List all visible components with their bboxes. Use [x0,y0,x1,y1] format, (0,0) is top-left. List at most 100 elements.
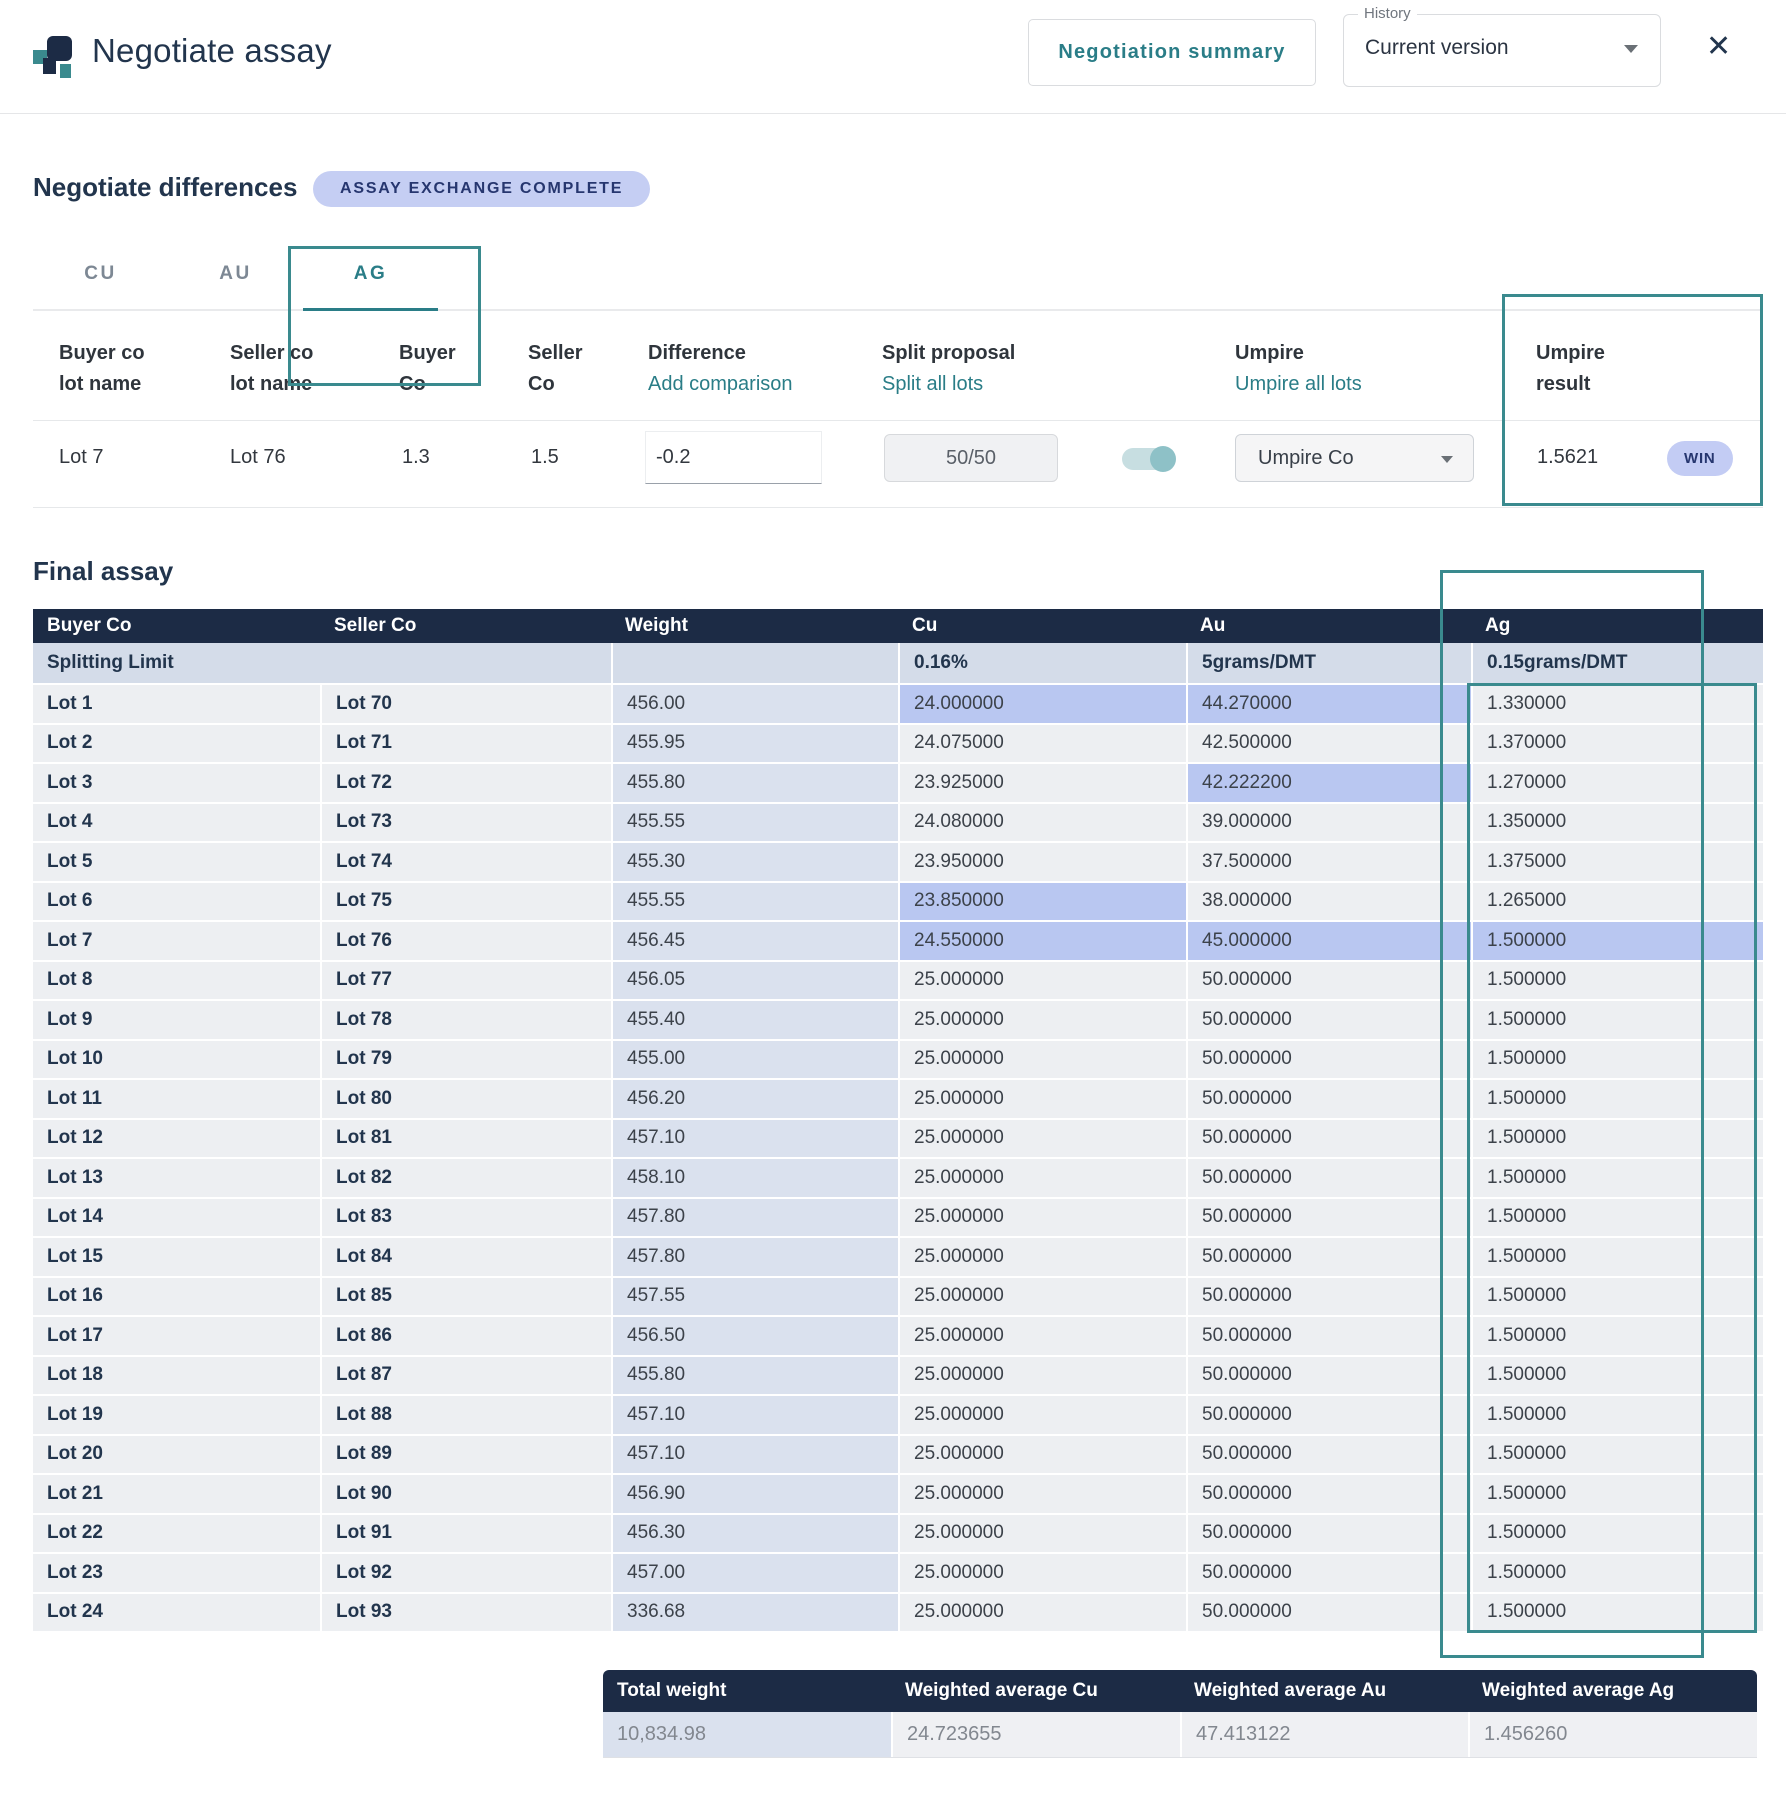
col-header-seller-co: Seller Co [528,342,583,395]
table-row: Lot 2 Lot 71 455.95 24.075000 42.500000 1.370… [33,724,1763,762]
cell-au: 39.000000 [1186,803,1471,841]
split-proposal-button[interactable]: 50/50 [884,434,1058,482]
cell-cu: 24.000000 [898,685,1186,723]
cell-cu: 23.850000 [898,882,1186,920]
split-all-lots-link[interactable]: Split all lots [882,373,984,395]
col-weight: Weight [625,615,688,636]
cell-ag: 1.375000 [1471,843,1763,881]
cell-ag: 1.500000 [1471,1396,1763,1434]
cell-ag: 1.330000 [1471,685,1763,723]
cell-au: 45.000000 [1186,922,1471,960]
history-version-select[interactable]: History Current version [1343,5,1661,87]
cell-weight: 455.30 [611,843,898,881]
cell-buyer: Lot 6 [33,882,320,920]
table-row: Lot 13 Lot 82 458.10 25.000000 50.000000 1.50… [33,1159,1763,1197]
chevron-down-icon [1624,45,1638,53]
total-weight-value: 10,834.98 [603,1712,891,1757]
cell-ag: 1.265000 [1471,882,1763,920]
cell-buyer: Lot 14 [33,1198,320,1236]
wavg-cu-header: Weighted average Cu [905,1680,1098,1701]
cell-seller: Lot 74 [320,843,611,881]
umpire-co-select[interactable]: Umpire Co [1235,434,1474,482]
diff-header-divider [33,420,1763,421]
umpire-all-lots-link[interactable]: Umpire all lots [1235,373,1362,395]
cell-au: 50.000000 [1186,1119,1471,1157]
cell-ag: 1.500000 [1471,1198,1763,1236]
cell-weight: 455.55 [611,803,898,841]
table-row: Lot 18 Lot 87 455.80 25.000000 50.000000 1.50… [33,1356,1763,1394]
tab-cu[interactable]: CU [84,263,117,284]
cell-au: 50.000000 [1186,1396,1471,1434]
cell-seller: Lot 87 [320,1356,611,1394]
split-toggle[interactable] [1120,446,1176,472]
diff-buyer-lot: Lot 7 [59,446,104,468]
add-comparison-link[interactable]: Add comparison [648,373,793,395]
splitting-limit-weight [611,643,898,683]
wavg-cu-value: 24.723655 [891,1712,1180,1757]
cell-seller: Lot 71 [320,724,611,762]
cell-seller: Lot 89 [320,1435,611,1473]
cell-buyer: Lot 2 [33,724,320,762]
totals-values-row: 10,834.98 24.723655 47.413122 1.456260 [603,1712,1757,1758]
cell-au: 44.270000 [1186,685,1471,723]
table-row: Lot 24 Lot 93 336.68 25.000000 50.000000 1.50… [33,1593,1763,1631]
table-row: Lot 3 Lot 72 455.80 23.925000 42.222200 1.270… [33,764,1763,802]
table-row: Lot 20 Lot 89 457.10 25.000000 50.000000 1.50… [33,1435,1763,1473]
cell-ag: 1.500000 [1471,1475,1763,1513]
cell-seller: Lot 79 [320,1040,611,1078]
cell-weight: 457.80 [611,1238,898,1276]
close-icon[interactable]: ✕ [1706,30,1732,63]
cell-buyer: Lot 17 [33,1317,320,1355]
final-assay-header-row: Buyer Co Seller Co Weight Cu Au Ag [33,609,1763,643]
totals-header-row: Total weight Weighted average Cu Weighte… [603,1670,1757,1712]
cell-cu: 25.000000 [898,961,1186,999]
col-header-buyer-lot: Buyer co lot name [59,342,145,395]
table-row: Lot 16 Lot 85 457.55 25.000000 50.000000 1.50… [33,1277,1763,1315]
cell-cu: 25.000000 [898,1435,1186,1473]
cell-buyer: Lot 19 [33,1396,320,1434]
cell-buyer: Lot 12 [33,1119,320,1157]
cell-weight: 456.90 [611,1475,898,1513]
negotiation-summary-button[interactable]: Negotiation summary [1028,19,1316,86]
col-header-buyer-co: Buyer Co [399,342,456,395]
cell-weight: 455.55 [611,882,898,920]
diff-seller-lot: Lot 76 [230,446,286,468]
active-tab-indicator [303,308,438,311]
col-header-umpire-result: Umpire result [1536,342,1605,395]
cell-weight: 456.05 [611,961,898,999]
app-logo-icon [33,30,79,80]
cell-seller: Lot 81 [320,1119,611,1157]
diff-seller-value: 1.5 [531,446,559,468]
table-row: Lot 22 Lot 91 456.30 25.000000 50.000000 1.50… [33,1514,1763,1552]
cell-au: 50.000000 [1186,1080,1471,1118]
section-title-final-assay: Final assay [33,556,174,586]
cell-seller: Lot 90 [320,1475,611,1513]
cell-buyer: Lot 11 [33,1080,320,1118]
cell-buyer: Lot 18 [33,1356,320,1394]
cell-ag: 1.500000 [1471,1317,1763,1355]
cell-weight: 456.00 [611,685,898,723]
table-row: Lot 7 Lot 76 456.45 24.550000 45.000000 1.500… [33,922,1763,960]
cell-weight: 455.80 [611,764,898,802]
cell-buyer: Lot 22 [33,1514,320,1552]
cell-weight: 455.95 [611,724,898,762]
cell-buyer: Lot 24 [33,1593,320,1631]
totals-table: Total weight Weighted average Cu Weighte… [603,1670,1757,1758]
wavg-ag-header: Weighted average Ag [1482,1680,1675,1701]
cell-seller: Lot 86 [320,1317,611,1355]
cell-seller: Lot 83 [320,1198,611,1236]
table-row: Lot 15 Lot 84 457.80 25.000000 50.000000 1.50… [33,1238,1763,1276]
cell-au: 50.000000 [1186,1356,1471,1394]
tab-ag[interactable]: AG [353,263,388,284]
cell-seller: Lot 78 [320,1001,611,1039]
cell-cu: 25.000000 [898,1475,1186,1513]
difference-input[interactable]: -0.2 [645,431,822,484]
cell-buyer: Lot 21 [33,1475,320,1513]
col-au: Au [1200,615,1226,636]
cell-weight: 457.80 [611,1198,898,1236]
tab-au[interactable]: AU [219,263,252,284]
cell-ag: 1.500000 [1471,1080,1763,1118]
table-row: Lot 17 Lot 86 456.50 25.000000 50.000000 1.50… [33,1317,1763,1355]
cell-seller: Lot 93 [320,1593,611,1631]
col-header-split-proposal: Split proposal Split all lots [882,338,1015,400]
